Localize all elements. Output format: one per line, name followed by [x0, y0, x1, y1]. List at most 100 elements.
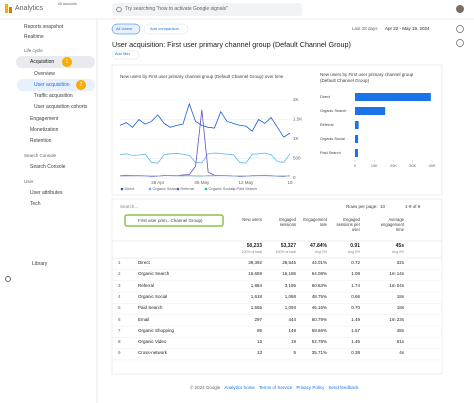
line-series — [119, 152, 291, 164]
row-index: 8 — [118, 339, 121, 345]
cell: 64.08% — [311, 271, 327, 277]
nav-item[interactable]: User attributes — [30, 190, 63, 196]
add-comparison-label[interactable]: Add comparison — [150, 26, 179, 31]
row-dimension[interactable]: Email — [138, 316, 150, 322]
settings-icon[interactable] — [5, 276, 11, 282]
cell: 4s — [399, 350, 404, 356]
nav-item[interactable]: Retention — [30, 138, 52, 144]
column-header[interactable]: New users — [242, 217, 262, 222]
cell: 51s — [396, 339, 404, 345]
legend-swatch — [232, 187, 236, 191]
column-header[interactable]: Engagement rate — [303, 217, 327, 228]
table-search[interactable]: Search... — [120, 204, 139, 209]
row-index: 3 — [118, 282, 121, 288]
x-tick-label: 30K — [409, 164, 416, 168]
segment-chip[interactable] — [111, 23, 141, 35]
cell: 1,068 — [284, 293, 296, 299]
legend-swatch — [148, 187, 152, 191]
total-value: 50,233 — [246, 243, 262, 249]
cell: 5 — [293, 350, 296, 356]
x-tick-label: 10K — [371, 164, 378, 168]
badge — [76, 80, 86, 90]
date-range[interactable]: Last 28 days — [352, 26, 378, 31]
footer-link[interactable]: Privacy Policy — [296, 385, 325, 390]
nav-item[interactable]: Library — [32, 261, 48, 267]
cell: 48.75% — [311, 293, 327, 299]
add-filter[interactable] — [111, 50, 140, 60]
footer-link[interactable]: Send feedback — [328, 385, 359, 390]
nav-item[interactable]: Overview — [34, 71, 55, 77]
dimension-picker[interactable]: First user prim...Channel Group) — [138, 217, 203, 223]
y-tick-label: 500 — [293, 156, 301, 161]
nav-item[interactable]: User acquisition cohorts — [34, 104, 88, 110]
cell: 1m 23s — [389, 316, 404, 322]
y-tick-label: 0 — [293, 175, 296, 180]
product-name: Analytics — [15, 5, 44, 12]
nav-header: Search Console — [24, 153, 57, 158]
date-range-dates[interactable]: Apr 22 - May 19, 2024 — [385, 26, 430, 31]
legend-label: Organic Social — [209, 187, 234, 191]
side-icon[interactable] — [456, 25, 464, 33]
nav-item[interactable]: Engagement — [30, 116, 59, 122]
nav-item[interactable]: Search Console — [30, 164, 66, 170]
search-icon — [116, 6, 122, 13]
chart-card — [111, 64, 443, 196]
search-placeholder[interactable]: Try searching "how to activate Google si… — [125, 6, 228, 12]
row-index: 6 — [118, 316, 121, 322]
nav-item[interactable]: User acquisition — [34, 82, 70, 88]
row-dimension[interactable]: Direct — [138, 260, 150, 265]
rows-per-page[interactable]: 10 — [380, 204, 386, 209]
row-dimension[interactable]: Referral — [138, 282, 155, 288]
row-dimension[interactable]: Organic Social — [138, 293, 168, 299]
cell: 1,618 — [250, 293, 262, 299]
x-tick-label: 20K — [390, 164, 397, 168]
nav-item[interactable]: Traffic acquisition — [34, 93, 73, 99]
nav-item[interactable]: Monetization — [30, 127, 59, 133]
avatar[interactable] — [456, 5, 464, 13]
row-dimension[interactable]: Paid Search — [138, 305, 163, 311]
column-header[interactable]: Engaged sessions per user — [336, 217, 360, 233]
cell: 48s — [396, 327, 404, 333]
add-filter-label[interactable]: Add filter — [115, 52, 130, 56]
cell: 60.79% — [311, 316, 327, 322]
footer-link[interactable]: Terms of Service — [258, 385, 293, 390]
row-dimension[interactable]: Organic Video — [138, 339, 167, 345]
y-tick-label: 2K — [293, 97, 299, 102]
row-dimension[interactable]: Cross-network — [138, 350, 168, 356]
dimension-highlight[interactable] — [124, 214, 224, 227]
add-comparison[interactable] — [143, 23, 189, 35]
row-index: 9 — [118, 350, 121, 356]
nav-item[interactable]: Realtime — [24, 34, 44, 40]
cell: 60.63% — [311, 282, 327, 288]
side-icon[interactable] — [456, 39, 464, 47]
copyright: © 2024 Google — [190, 385, 221, 390]
nav-item[interactable]: Tech — [30, 201, 41, 207]
chart-title: New users by First user primary channel … — [120, 74, 284, 79]
cell: 1m 04s — [389, 282, 404, 288]
x-tick-label: 28 Apr — [151, 180, 165, 185]
bar — [355, 135, 359, 143]
cell: 1.08 — [351, 271, 360, 277]
nav-item[interactable]: Reports snapshot — [24, 24, 64, 30]
column-header[interactable]: Average engagement time — [380, 217, 404, 233]
cell: 0.70 — [351, 305, 360, 311]
footer-link[interactable]: Analytics home — [224, 385, 255, 390]
account-picker[interactable]: All accounts — [58, 2, 77, 6]
column-header[interactable]: Engaged sessions — [279, 217, 296, 228]
row-dimension[interactable]: Organic Search — [138, 271, 170, 277]
bar — [355, 121, 359, 129]
row-index: 1 — [118, 260, 121, 265]
active-group — [16, 56, 95, 68]
cell: 1.46 — [351, 339, 360, 345]
legend-swatch — [176, 187, 180, 191]
cell: 1,884 — [250, 282, 262, 288]
cell: 39,392 — [248, 260, 262, 265]
row-index: 5 — [118, 305, 121, 311]
total-note: Avg 0% — [348, 250, 360, 254]
nav-item[interactable]: Acquisition — [30, 59, 55, 65]
segment-label[interactable]: All Users — [116, 26, 133, 31]
row-dimension[interactable]: Organic Shopping — [138, 327, 175, 333]
search-box[interactable] — [112, 3, 302, 16]
total-value: 0.91 — [350, 243, 360, 249]
